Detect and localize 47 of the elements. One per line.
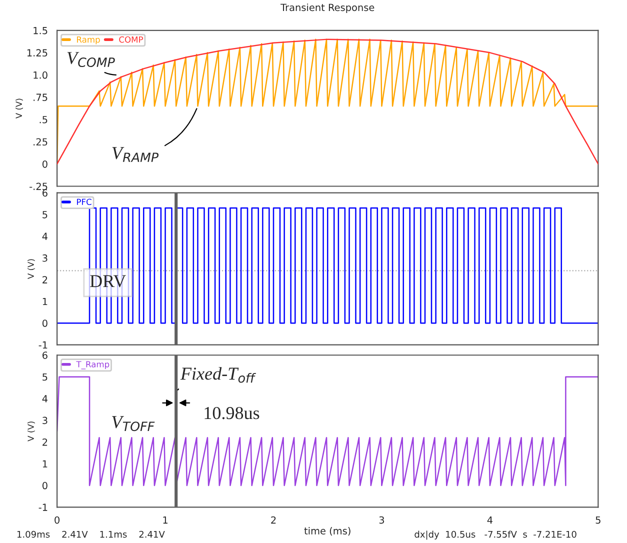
y-tick-label: 1.0: [34, 71, 48, 79]
y-tick-label: 3: [42, 416, 48, 424]
y-axis-title: V (V): [16, 98, 23, 119]
text: dx|dy 10.5us -7.55fV s -7.21E-10: [414, 530, 576, 540]
chart-title: Transient Response: [280, 4, 374, 13]
x-tick-label: 4: [487, 516, 492, 524]
y-tick-label: 0: [42, 482, 48, 490]
y-tick-label: 2: [42, 276, 48, 284]
y-tick-label: 1.5: [34, 27, 48, 34]
x-axis-title: time (ms): [304, 526, 350, 536]
annotation: Fixed-T$_{off}$: [180, 367, 256, 383]
y-axis-title: V (V): [28, 259, 35, 279]
annotation: 10.98us: [204, 406, 260, 420]
y-tick-label: 5: [42, 211, 48, 218]
y-tick-label: .25: [34, 138, 48, 146]
y-axis-title: V (V): [28, 422, 35, 442]
y-tick-label: 2: [42, 438, 48, 446]
legend-label: COMP: [119, 36, 143, 43]
y-tick-label: -1: [38, 504, 48, 511]
y-tick-label: 3: [42, 254, 48, 262]
legend-label: Ramp: [77, 36, 100, 44]
annotation: V$_{TOFF}$: [112, 416, 155, 432]
y-tick-label: 1.25: [27, 49, 48, 57]
y-tick-label: -1: [38, 341, 48, 348]
x-tick-label: 2: [271, 516, 276, 524]
y-tick-label: 0: [42, 320, 48, 327]
x-tick-label: 1: [163, 516, 168, 524]
y-tick-label: 6: [42, 189, 48, 197]
annotation: V$_{RAMP}$: [112, 147, 159, 162]
y-tick-label: 1: [42, 298, 48, 306]
legend-label: PFC: [77, 198, 92, 206]
y-tick-label: -.25: [30, 182, 48, 190]
y-tick-label: 4: [42, 395, 48, 402]
annotation: V$_{COMP}$: [67, 52, 115, 68]
y-tick-label: 0: [42, 160, 48, 168]
annotation: DRV: [90, 275, 126, 288]
y-tick-label: .5: [40, 116, 48, 124]
legend-label: T_Ramp: [76, 361, 110, 370]
y-tick-label: 4: [42, 232, 48, 240]
y-tick-label: 5: [42, 373, 48, 381]
y-tick-label: .75: [34, 94, 48, 102]
x-tick-label: 5: [596, 516, 600, 524]
text: 1.09ms 2.41V 1.1ms 2.41V: [17, 530, 165, 538]
y-tick-label: 1: [42, 460, 48, 468]
x-tick-label: 3: [379, 516, 384, 524]
x-tick-label: 0: [54, 516, 60, 524]
y-tick-label: 6: [42, 352, 48, 359]
